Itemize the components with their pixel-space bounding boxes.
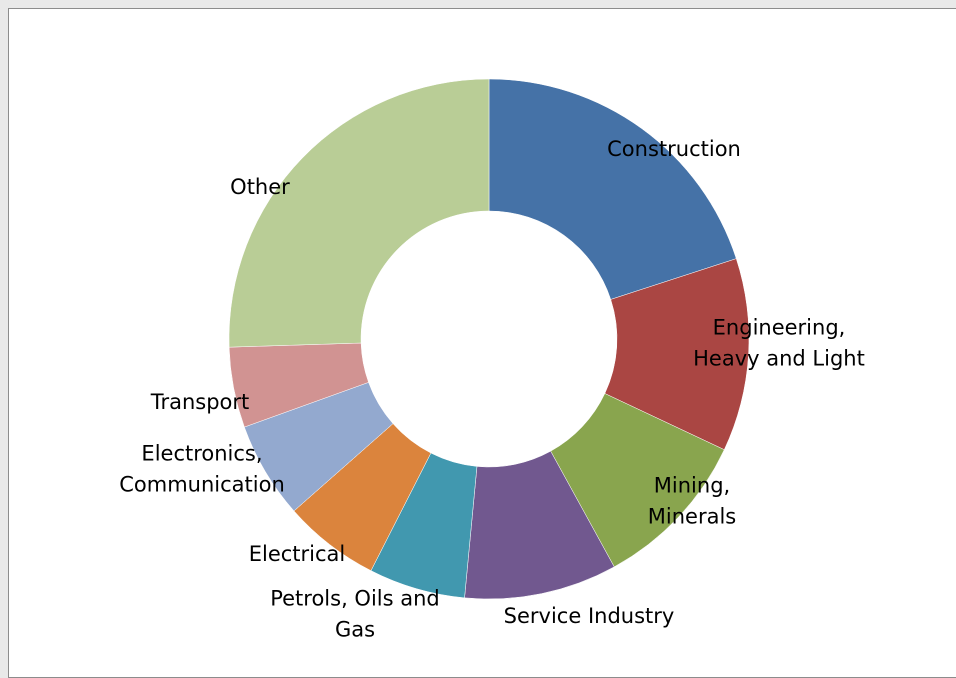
slice-label-service-industry: Service Industry: [504, 604, 675, 628]
slice-label-mining-minerals: Mining, Minerals: [648, 474, 736, 529]
slice-other: [228, 78, 490, 348]
slice-label-electrical: Electrical: [249, 542, 346, 566]
slice-construction: [488, 78, 737, 300]
slice-label-other: Other: [230, 175, 290, 199]
slices-layer: [228, 78, 750, 600]
chart-frame: Construction Engineering, Heavy and Light M…: [8, 8, 956, 678]
slice-label-electronics-communication: Electronics, Communication: [119, 442, 285, 497]
slice-label-petrols-oils-and-gas: Petrols, Oils and Gas: [270, 587, 440, 642]
doughnut-chart: Construction Engineering, Heavy and Light M…: [119, 78, 865, 642]
slice-label-construction: Construction: [607, 137, 741, 161]
slice-label-engineering-heavy-and-light: Engineering, Heavy and Light: [693, 316, 865, 371]
slice-label-transport: Transport: [150, 390, 250, 414]
labels-layer: Construction Engineering, Heavy and Light M…: [119, 137, 865, 642]
